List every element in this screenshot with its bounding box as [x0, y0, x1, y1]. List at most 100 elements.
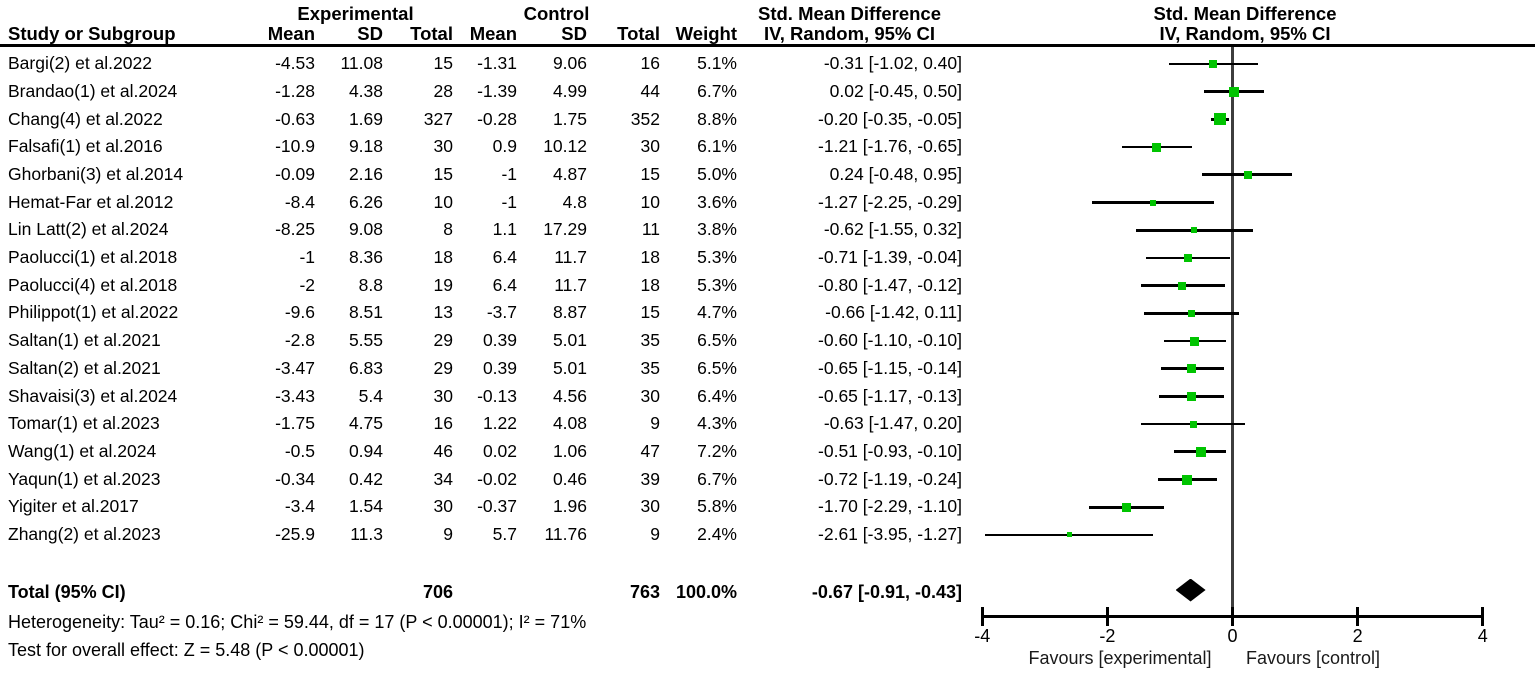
effect-marker	[1187, 364, 1197, 374]
effect-marker	[1243, 170, 1252, 179]
exp-mean-value: -0.09	[275, 163, 315, 184]
exp-total-value: 327	[423, 108, 453, 129]
axis-tick-label: 2	[1352, 626, 1363, 646]
exp-sd-value: 4.38	[348, 80, 383, 101]
weight-value: 5.1%	[697, 53, 737, 74]
exp-mean-value: -10.9	[275, 136, 315, 157]
ctl-mean-value: 6.4	[492, 274, 517, 295]
study-row: Yaqun(1) et al.2023 -0.34 0.42 34 -0.02 …	[0, 466, 962, 494]
ctl-mean-value: 6.4	[492, 247, 517, 268]
axis-tick	[1481, 607, 1484, 626]
ctl-total-value: 47	[640, 440, 660, 461]
ctl-total-value: 39	[640, 468, 660, 489]
ci-text-value: -2.61 [-3.95, -1.27]	[818, 524, 962, 545]
ci-text-value: -0.31 [-1.02, 0.40]	[823, 53, 962, 74]
ctl-mean-value: 0.02	[482, 440, 517, 461]
study-name: Ghorbani(3) et al.2014	[8, 163, 184, 184]
ctl-mean-value: 0.9	[492, 136, 517, 157]
exp-mean-value: -4.53	[275, 53, 315, 74]
study-row: Brandao(1) et al.2024 -1.28 4.38 28 -1.3…	[0, 78, 962, 106]
exp-total-value: 8	[443, 219, 453, 240]
ctl-mean-value: 1.1	[492, 219, 517, 240]
weight-value: 5.3%	[697, 247, 737, 268]
effect-marker	[1190, 336, 1200, 346]
exp-sd-value: 1.69	[348, 108, 383, 129]
ci-text-value: -0.65 [-1.15, -0.14]	[818, 357, 962, 378]
total-ctl-n: 763	[629, 582, 660, 602]
heterogeneity-text: Heterogeneity: Tau² = 0.16; Chi² = 59.44…	[8, 612, 587, 632]
exp-total-value: 13	[433, 302, 453, 323]
weight-value: 3.8%	[697, 219, 737, 240]
study-row: Philippot(1) et al.2022 -9.6 8.51 13 -3.…	[0, 299, 962, 327]
effect-marker	[1195, 446, 1206, 457]
exp-mean-value: -3.47	[275, 357, 315, 378]
ctl-total-value: 30	[640, 136, 660, 157]
total-weight: 100.0%	[675, 582, 737, 602]
exp-mean-value: -0.63	[275, 108, 315, 129]
ctl-total-value: 35	[640, 357, 660, 378]
ci-text-value: -0.60 [-1.10, -0.10]	[818, 330, 962, 351]
ctl-mean-value: -0.13	[477, 385, 517, 406]
study-row: Lin Latt(2) et al.2024 -8.25 9.08 8 1.1 …	[0, 216, 962, 244]
ci-text-value: -0.80 [-1.47, -0.12]	[818, 274, 962, 295]
ctl-sd-value: 4.87	[552, 163, 587, 184]
total-label: Total (95% CI)	[8, 582, 126, 602]
weight-value: 5.0%	[697, 163, 737, 184]
ctl-sd-value: 8.87	[552, 302, 587, 323]
effect-marker	[1152, 142, 1162, 152]
weight-value: 6.1%	[697, 136, 737, 157]
exp-total-value: 30	[433, 385, 453, 406]
overall-effect-text: Test for overall effect: Z = 5.48 (P < 0…	[8, 640, 365, 660]
ci-text-value: -1.70 [-2.29, -1.10]	[818, 496, 962, 517]
header-ctl-total: Total	[617, 23, 660, 44]
study-name: Falsafi(1) et al.2016	[8, 136, 163, 157]
study-row: Saltan(1) et al.2021 -2.8 5.55 29 0.39 5…	[0, 327, 962, 355]
study-row: Ghorbani(3) et al.2014 -0.09 2.16 15 -1 …	[0, 161, 962, 189]
exp-total-value: 16	[433, 413, 453, 434]
ci-text-value: -1.21 [-1.76, -0.65]	[818, 136, 962, 157]
ctl-total-value: 18	[640, 274, 660, 295]
ci-text-value: -0.51 [-0.93, -0.10]	[818, 440, 962, 461]
ctl-mean-value: -1	[501, 163, 517, 184]
exp-sd-value: 5.4	[358, 385, 383, 406]
exp-total-value: 34	[433, 468, 453, 489]
exp-mean-value: -8.25	[275, 219, 315, 240]
ci-text-value: -0.65 [-1.17, -0.13]	[818, 385, 962, 406]
study-name: Wang(1) et al.2024	[8, 440, 157, 461]
ctl-mean-value: -0.28	[477, 108, 517, 129]
exp-total-value: 29	[433, 357, 453, 378]
effect-marker	[1213, 113, 1226, 126]
ctl-sd-value: 5.01	[552, 330, 587, 351]
ctl-mean-value: 5.7	[492, 524, 517, 545]
exp-sd-value: 9.18	[348, 136, 383, 157]
ci-text-value: 0.24 [-0.48, 0.95]	[829, 163, 962, 184]
ctl-total-value: 352	[630, 108, 660, 129]
exp-mean-value: -9.6	[284, 302, 315, 323]
effect-marker	[1187, 391, 1197, 401]
header-group-row: Experimental Control Std. Mean Differenc…	[0, 3, 962, 24]
effect-marker	[1228, 86, 1239, 97]
ctl-total-value: 9	[650, 524, 660, 545]
ctl-mean-value: -1.31	[477, 53, 517, 74]
effect-marker	[1184, 253, 1193, 262]
ctl-mean-value: -0.37	[477, 496, 517, 517]
ctl-sd-value: 1.96	[552, 496, 587, 517]
study-name: Tomar(1) et al.2023	[8, 413, 160, 434]
study-row: Yigiter et al.2017 -3.4 1.54 30 -0.37 1.…	[0, 493, 962, 521]
exp-total-value: 10	[433, 191, 453, 212]
exp-total-value: 30	[433, 136, 453, 157]
effect-marker	[1182, 474, 1193, 485]
study-row: Shavaisi(3) et al.2024 -3.43 5.4 30 -0.1…	[0, 383, 962, 411]
exp-total-value: 18	[433, 247, 453, 268]
effect-marker	[1187, 309, 1195, 317]
pooled-effect-diamond	[1175, 578, 1206, 602]
ctl-sd-value: 4.8	[562, 191, 587, 212]
weight-value: 5.8%	[697, 496, 737, 517]
ci-text-value: -0.71 [-1.39, -0.04]	[818, 247, 962, 268]
exp-total-value: 15	[433, 163, 453, 184]
ci-text-value: -1.27 [-2.25, -0.29]	[818, 191, 962, 212]
exp-total-value: 30	[433, 496, 453, 517]
favours-right-label: Favours [control]	[1245, 648, 1381, 668]
weight-value: 8.8%	[697, 108, 737, 129]
ctl-sd-value: 9.06	[552, 53, 587, 74]
